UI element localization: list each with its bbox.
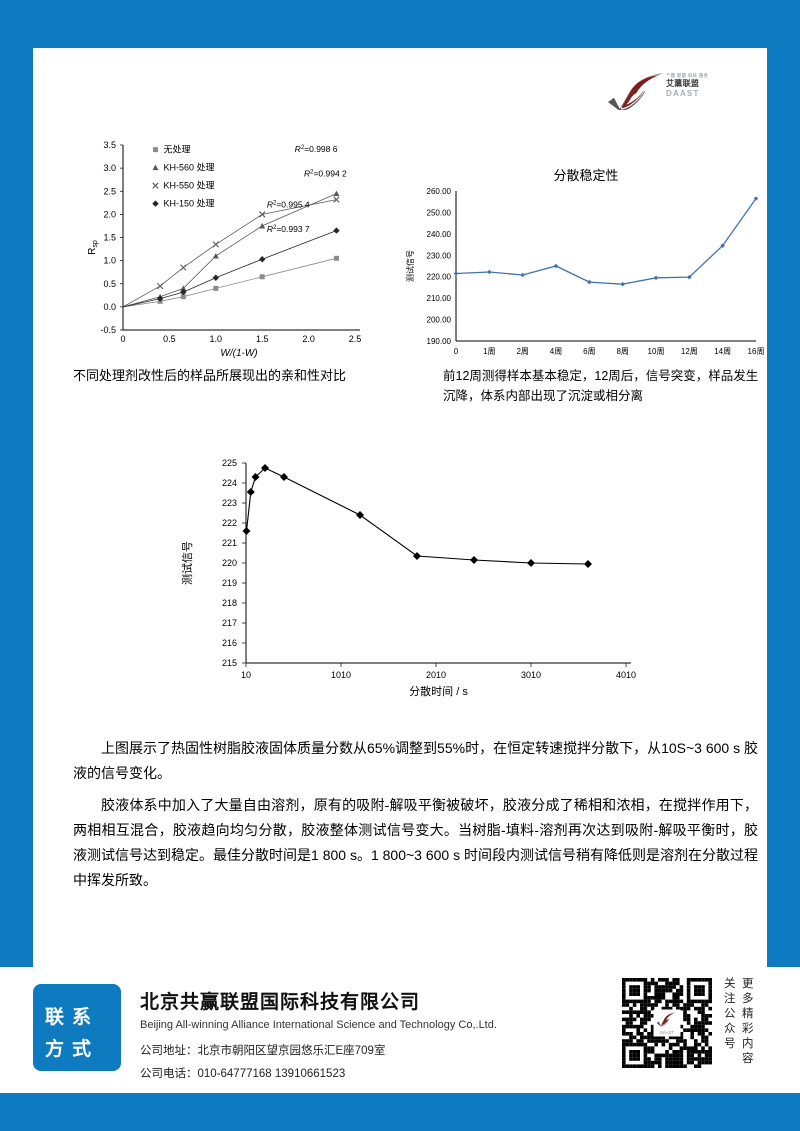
svg-text:4周: 4周	[550, 347, 562, 356]
svg-text:1010: 1010	[331, 670, 351, 680]
svg-text:224: 224	[222, 478, 237, 488]
svg-text:218: 218	[222, 598, 237, 608]
svg-text:R2=0.993 7: R2=0.993 7	[267, 224, 310, 234]
svg-text:1.0: 1.0	[210, 334, 223, 344]
svg-text:2.0: 2.0	[302, 334, 315, 344]
svg-text:1.5: 1.5	[256, 334, 269, 344]
svg-text:1.5: 1.5	[103, 233, 116, 243]
svg-text:R2=0.998 6: R2=0.998 6	[295, 144, 338, 154]
svg-text:0: 0	[454, 347, 459, 356]
svg-text:220.00: 220.00	[427, 273, 452, 282]
svg-text:216: 216	[222, 638, 237, 648]
svg-text:0: 0	[120, 334, 125, 344]
svg-text:221: 221	[222, 538, 237, 548]
svg-text:测试信号: 测试信号	[181, 541, 194, 585]
svg-text:215: 215	[222, 658, 237, 668]
svg-text:8周: 8周	[616, 347, 628, 356]
svg-text:0.5: 0.5	[163, 334, 176, 344]
svg-text:222: 222	[222, 518, 237, 528]
svg-text:分散时间 / s: 分散时间 / s	[409, 684, 468, 698]
svg-text:219: 219	[222, 578, 237, 588]
svg-text:R2=0.994 2: R2=0.994 2	[304, 168, 347, 178]
svg-text:200.00: 200.00	[427, 316, 452, 325]
svg-text:KH-560 处理: KH-560 处理	[163, 162, 214, 173]
svg-text:2010: 2010	[426, 670, 446, 680]
svg-text:210.00: 210.00	[427, 294, 452, 303]
svg-text:1周: 1周	[483, 347, 495, 356]
svg-text:217: 217	[222, 618, 237, 628]
svg-text:2.5: 2.5	[349, 334, 362, 344]
svg-text:Rsp: Rsp	[87, 240, 99, 255]
svg-text:3.0: 3.0	[103, 163, 116, 173]
svg-text:10: 10	[241, 670, 251, 680]
svg-text:分散稳定性: 分散稳定性	[553, 168, 618, 183]
svg-text:230.00: 230.00	[427, 251, 452, 260]
svg-text:10周: 10周	[648, 347, 665, 356]
svg-text:3010: 3010	[521, 670, 541, 680]
svg-text:3.5: 3.5	[103, 140, 116, 150]
svg-text:14周: 14周	[714, 347, 731, 356]
svg-text:240.00: 240.00	[427, 230, 452, 239]
svg-text:1.0: 1.0	[103, 256, 116, 266]
svg-text:DAAST: DAAST	[660, 1030, 674, 1035]
svg-text:225: 225	[222, 458, 237, 468]
svg-text:6周: 6周	[583, 347, 595, 356]
svg-text:260.00: 260.00	[427, 187, 452, 196]
svg-text:16周: 16周	[748, 347, 765, 356]
svg-text:223: 223	[222, 498, 237, 508]
svg-text:220: 220	[222, 558, 237, 568]
svg-text:KH-550 处理: KH-550 处理	[163, 180, 214, 191]
svg-text:2.0: 2.0	[103, 209, 116, 219]
svg-text:4010: 4010	[616, 670, 636, 680]
svg-text:测试信号: 测试信号	[405, 250, 415, 282]
svg-text:W/(1-W): W/(1-W)	[220, 348, 257, 359]
svg-text:12周: 12周	[681, 347, 698, 356]
svg-text:190.00: 190.00	[427, 337, 452, 346]
svg-text:KH-150 处理: KH-150 处理	[163, 198, 214, 209]
svg-text:2.5: 2.5	[103, 186, 116, 196]
svg-text:0.0: 0.0	[103, 302, 116, 312]
svg-text:250.00: 250.00	[427, 208, 452, 217]
svg-text:0.5: 0.5	[103, 279, 116, 289]
svg-text:R2=0.995 4: R2=0.995 4	[267, 199, 310, 209]
svg-text:无处理: 无处理	[163, 144, 190, 155]
svg-text:2周: 2周	[516, 347, 528, 356]
svg-text:-0.5: -0.5	[100, 325, 116, 335]
